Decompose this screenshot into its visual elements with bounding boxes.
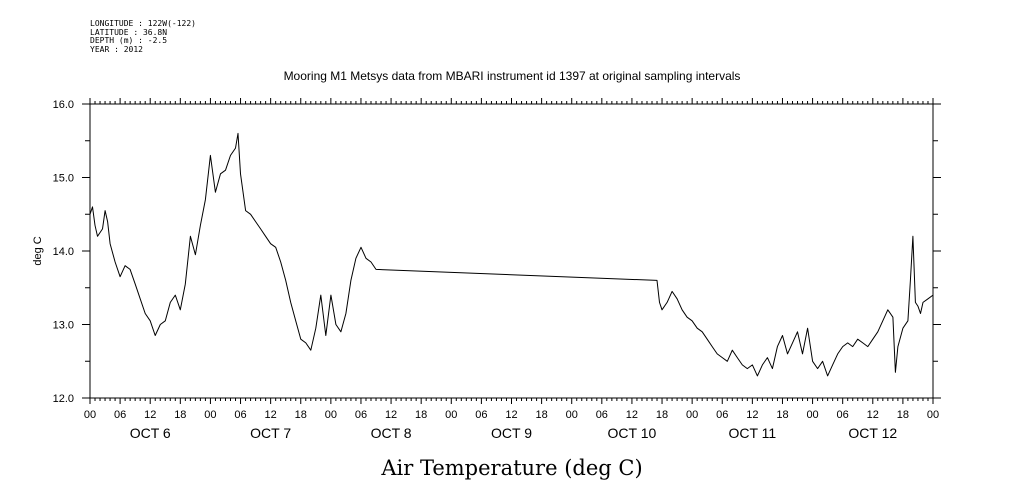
x-tick-label: 00 bbox=[686, 409, 698, 421]
x-tick-label: 18 bbox=[415, 409, 427, 421]
x-tick-label: 18 bbox=[295, 409, 307, 421]
series-line bbox=[89, 132, 934, 377]
y-tick-label: 14.0 bbox=[53, 246, 74, 258]
y-axis: 12.0 13.0 14.0 15.0 16.0 bbox=[53, 99, 941, 405]
x-tick-label: 06 bbox=[475, 409, 487, 421]
day-label: OCT 6 bbox=[130, 425, 171, 441]
latitude-text: LATITUDE : 36.8N bbox=[90, 27, 168, 37]
x-tick-label: 18 bbox=[897, 409, 909, 421]
day-label: OCT 10 bbox=[608, 425, 657, 441]
x-axis: 00 06 12 18 00 06 12 18 00 06 12 18 00 06 12 18 00 06 12 18… bbox=[84, 98, 939, 441]
day-label: OCT 9 bbox=[491, 425, 532, 441]
x-tick-label: 00 bbox=[927, 409, 939, 421]
x-tick-label: 12 bbox=[385, 409, 397, 421]
day-label: OCT 8 bbox=[371, 425, 412, 441]
x-tick-label: 18 bbox=[535, 409, 547, 421]
metadata-block: LONGITUDE : 122W(-122) LATITUDE : 36.8N DE… bbox=[90, 19, 196, 54]
x-tick-label: 12 bbox=[867, 409, 879, 421]
x-tick-label: 12 bbox=[144, 409, 156, 421]
year-text: YEAR : 2012 bbox=[90, 44, 143, 54]
x-tick-label: 00 bbox=[566, 409, 578, 421]
x-tick-label: 12 bbox=[746, 409, 758, 421]
depth-text: DEPTH (m) : -2.5 bbox=[90, 36, 168, 45]
x-tick-label: 00 bbox=[806, 409, 818, 421]
x-tick-label: 06 bbox=[355, 409, 367, 421]
day-label: OCT 12 bbox=[848, 425, 897, 441]
x-tick-label: 12 bbox=[626, 409, 638, 421]
longitude-text: LONGITUDE : 122W(-122) bbox=[90, 19, 196, 28]
y-tick-label: 12.0 bbox=[53, 393, 74, 405]
x-tick-label: 12 bbox=[265, 409, 277, 421]
x-tick-label: 06 bbox=[716, 409, 728, 421]
y-axis-label: deg C bbox=[32, 236, 44, 265]
y-tick-label: 13.0 bbox=[53, 320, 74, 332]
x-tick-label: 06 bbox=[234, 409, 246, 421]
x-tick-label: 00 bbox=[204, 409, 216, 421]
x-tick-label: 06 bbox=[596, 409, 608, 421]
x-tick-label: 06 bbox=[114, 409, 126, 421]
x-tick-label: 00 bbox=[445, 409, 457, 421]
x-tick-label: 06 bbox=[837, 409, 849, 421]
x-tick-label: 18 bbox=[656, 409, 668, 421]
plot-frame bbox=[89, 103, 934, 399]
x-tick-label: 18 bbox=[174, 409, 186, 421]
x-tick-label: 12 bbox=[505, 409, 517, 421]
y-tick-label: 16.0 bbox=[53, 99, 74, 111]
x-axis-label: Air Temperature (deg C) bbox=[380, 456, 642, 480]
day-label: OCT 7 bbox=[250, 425, 291, 441]
series-group bbox=[89, 132, 934, 377]
x-tick-label: 00 bbox=[84, 409, 96, 421]
y-tick-label: 15.0 bbox=[53, 173, 74, 185]
chart-title: Mooring M1 Metsys data from MBARI instru… bbox=[284, 69, 741, 83]
day-label: OCT 11 bbox=[728, 425, 776, 441]
x-tick-label: 18 bbox=[776, 409, 788, 421]
x-tick-label: 00 bbox=[325, 409, 337, 421]
